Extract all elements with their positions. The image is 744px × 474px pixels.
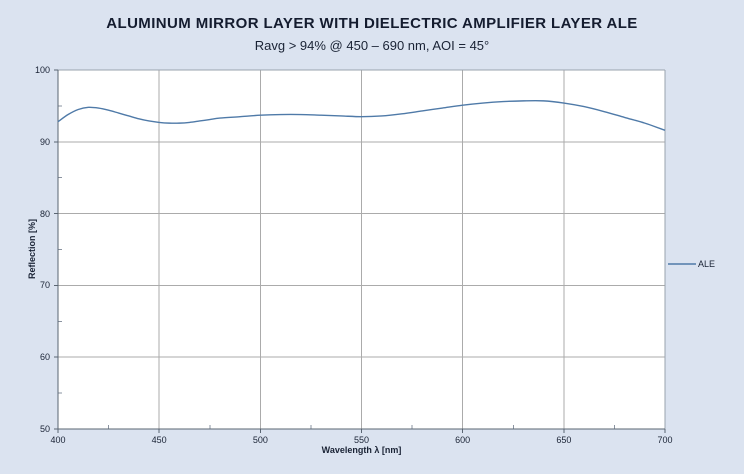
- chart-subtitle: Ravg > 94% @ 450 – 690 nm, AOI = 45°: [254, 38, 490, 53]
- y-tick-label: 80: [39, 208, 50, 219]
- x-tick-label: 650: [556, 435, 572, 445]
- y-tick-label: 60: [39, 352, 50, 363]
- legend-label: ALE: [698, 259, 716, 269]
- x-axis-title: Wavelength λ [nm]: [321, 445, 402, 455]
- y-tick-label: 100: [34, 65, 50, 75]
- x-tick-label: 500: [252, 435, 268, 445]
- chart-title: ALUMINUM MIRROR LAYER WITH DIELECTRIC AM…: [106, 15, 638, 32]
- x-tick-label: 550: [353, 435, 370, 445]
- x-tick-label: 400: [50, 435, 66, 445]
- x-tick-label: 450: [151, 435, 167, 445]
- y-tick-label: 90: [39, 136, 50, 147]
- x-tick-label: 600: [455, 435, 471, 445]
- y-axis-title: Reflection [%]: [27, 219, 37, 280]
- y-tick-label: 70: [39, 280, 50, 291]
- series-line: [57, 99, 666, 131]
- y-tick-label: 50: [39, 424, 50, 434]
- x-tick-label: 700: [657, 435, 673, 445]
